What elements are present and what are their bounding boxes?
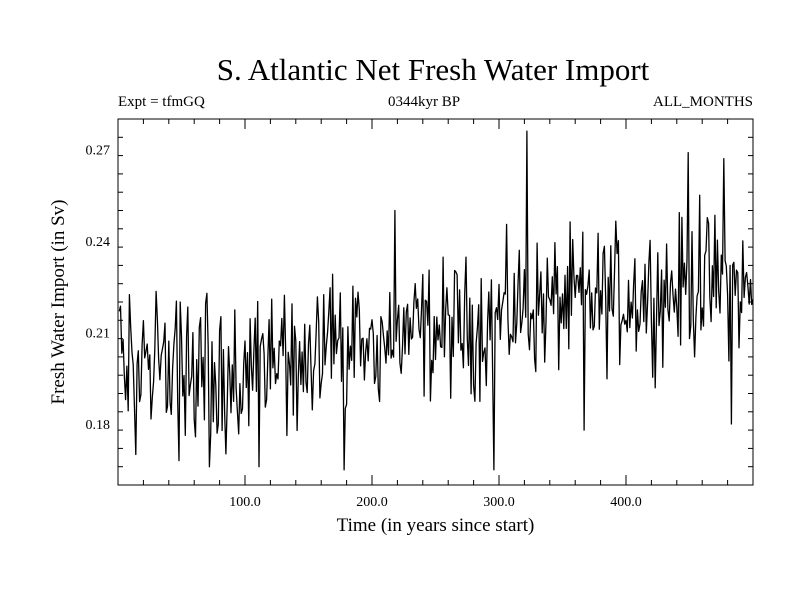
y-axis-label: Fresh Water Import (in Sv)	[48, 200, 69, 405]
experiment-label: Expt = tfmGQ	[118, 94, 205, 110]
y-tick-labels: 0.18 0.21 0.24 0.27	[86, 144, 111, 434]
tick-marks	[118, 119, 753, 485]
y-tick-label: 0.24	[86, 235, 111, 250]
period-label: 0344kyr BP	[388, 94, 461, 110]
y-tick-label: 0.21	[86, 327, 111, 342]
x-tick-labels: 100.0 200.0 300.0 400.0	[229, 495, 642, 510]
x-tick-label: 300.0	[483, 495, 515, 510]
chart-title: S. Atlantic Net Fresh Water Import	[216, 52, 650, 87]
plot-area-frame	[117, 118, 754, 486]
x-tick-label: 400.0	[610, 495, 642, 510]
x-axis-label: Time (in years since start)	[337, 515, 535, 536]
months-label: ALL_MONTHS	[653, 94, 753, 110]
y-tick-label: 0.18	[86, 418, 111, 433]
series-line	[118, 130, 754, 471]
x-tick-label: 200.0	[356, 495, 388, 510]
x-tick-label: 100.0	[229, 495, 261, 510]
y-tick-label: 0.27	[86, 144, 111, 159]
